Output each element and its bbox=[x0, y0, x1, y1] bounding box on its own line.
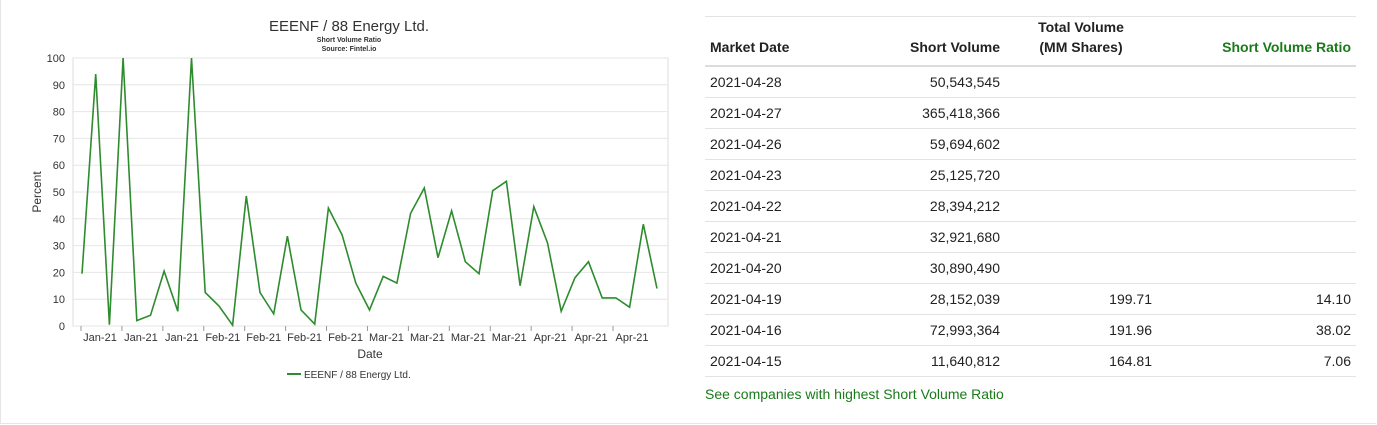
table-row: 2021-04-26 59,694,602 bbox=[705, 128, 1356, 160]
x-tick-label: Jan-21 bbox=[165, 332, 199, 344]
table-row: 2021-04-27 365,418,366 bbox=[705, 97, 1356, 129]
cell-total-volume: 164.81 bbox=[1005, 345, 1157, 377]
x-tick-label: Feb-21 bbox=[287, 332, 322, 344]
cell-short-volume-ratio: 38.02 bbox=[1157, 314, 1356, 346]
x-tick-label: Mar-21 bbox=[410, 332, 445, 344]
cell-short-volume: 365,418,366 bbox=[845, 97, 1005, 129]
cell-total-volume bbox=[1005, 252, 1157, 284]
table-row: 2021-04-15 11,640,812 164.81 7.06 bbox=[705, 345, 1356, 377]
y-tick-label: 60 bbox=[53, 160, 65, 172]
series-line bbox=[81, 57, 658, 328]
y-tick-label: 50 bbox=[53, 187, 65, 199]
y-tick-label: 10 bbox=[53, 294, 65, 306]
cell-market-date: 2021-04-23 bbox=[705, 159, 845, 191]
header-short-volume: Short Volume bbox=[845, 16, 1005, 67]
header-market-date: Market Date bbox=[705, 16, 845, 67]
x-tick-label: Mar-21 bbox=[492, 332, 527, 344]
x-tick-label: Feb-21 bbox=[205, 332, 240, 344]
x-tick-label: Mar-21 bbox=[369, 332, 404, 344]
table-header-row: Market Date Short Volume Total Volume (M… bbox=[705, 16, 1356, 67]
header-total-volume-line2: (MM Shares) bbox=[1039, 39, 1123, 55]
cell-market-date: 2021-04-15 bbox=[705, 345, 845, 377]
cell-short-volume-ratio bbox=[1157, 190, 1356, 222]
table-row: 2021-04-23 25,125,720 bbox=[705, 159, 1356, 191]
cell-short-volume-ratio bbox=[1157, 128, 1356, 160]
cell-short-volume: 30,890,490 bbox=[845, 252, 1005, 284]
cell-total-volume bbox=[1005, 97, 1157, 129]
table-body: 2021-04-28 50,543,545 2021-04-27 365,418,36… bbox=[705, 66, 1356, 377]
x-tick-label: Apr-21 bbox=[534, 332, 567, 344]
table-row: 2021-04-22 28,394,212 bbox=[705, 190, 1356, 222]
cell-market-date: 2021-04-22 bbox=[705, 190, 845, 222]
cell-total-volume bbox=[1005, 159, 1157, 191]
short-volume-table-container: Market Date Short Volume Total Volume (M… bbox=[705, 16, 1356, 377]
header-total-volume-line1: Total Volume bbox=[1038, 19, 1124, 35]
y-tick-label: 80 bbox=[53, 107, 65, 119]
x-tick-label: Jan-21 bbox=[83, 332, 117, 344]
cell-short-volume: 28,152,039 bbox=[845, 283, 1005, 315]
cell-short-volume-ratio bbox=[1157, 159, 1356, 191]
x-axis-label: Date bbox=[357, 347, 383, 361]
chart-subtitle: Short Volume Ratio bbox=[317, 37, 381, 44]
x-tick-label: Apr-21 bbox=[615, 332, 648, 344]
x-tick-label: Mar-21 bbox=[451, 332, 486, 344]
cell-market-date: 2021-04-19 bbox=[705, 283, 845, 315]
cell-market-date: 2021-04-21 bbox=[705, 221, 845, 253]
table-row: 2021-04-19 28,152,039 199.71 14.10 bbox=[705, 283, 1356, 315]
short-volume-table: Market Date Short Volume Total Volume (M… bbox=[705, 16, 1356, 377]
cell-market-date: 2021-04-20 bbox=[705, 252, 845, 284]
cell-short-volume-ratio bbox=[1157, 221, 1356, 253]
y-tick-label: 90 bbox=[53, 80, 65, 92]
cell-short-volume-ratio: 7.06 bbox=[1157, 345, 1356, 377]
table-row: 2021-04-16 72,993,364 191.96 38.02 bbox=[705, 314, 1356, 346]
x-tick-label: Feb-21 bbox=[328, 332, 363, 344]
cell-short-volume-ratio bbox=[1157, 252, 1356, 284]
x-tick-label: Feb-21 bbox=[246, 332, 281, 344]
cell-short-volume-ratio bbox=[1157, 66, 1356, 98]
y-tick-label: 0 bbox=[59, 321, 65, 333]
cell-market-date: 2021-04-26 bbox=[705, 128, 845, 160]
cell-short-volume-ratio bbox=[1157, 97, 1356, 129]
chart-svg: 0 10 20 30 40 50 60 70 80 90 100 Jan-21 Jan-21 Jan-21… bbox=[30, 18, 669, 381]
table-row: 2021-04-28 50,543,545 bbox=[705, 66, 1356, 98]
cell-total-volume bbox=[1005, 128, 1157, 160]
cell-market-date: 2021-04-27 bbox=[705, 97, 845, 129]
cell-short-volume-ratio: 14.10 bbox=[1157, 283, 1356, 315]
cell-market-date: 2021-04-16 bbox=[705, 314, 845, 346]
cell-market-date: 2021-04-28 bbox=[705, 66, 845, 98]
cell-short-volume: 11,640,812 bbox=[845, 345, 1005, 377]
header-total-volume: Total Volume (MM Shares) bbox=[1005, 16, 1157, 67]
y-tick-label: 40 bbox=[53, 214, 65, 226]
x-tick-label: Jan-21 bbox=[124, 332, 158, 344]
cell-total-volume: 199.71 bbox=[1005, 283, 1157, 315]
y-tick-label: 100 bbox=[47, 53, 65, 65]
legend-label: EEENF / 88 Energy Ltd. bbox=[304, 370, 411, 381]
cell-short-volume: 50,543,545 bbox=[845, 66, 1005, 98]
chart-source: Source: Fintel.io bbox=[322, 46, 377, 53]
cell-total-volume bbox=[1005, 190, 1157, 222]
y-axis-label: Percent bbox=[30, 171, 44, 213]
cell-short-volume: 59,694,602 bbox=[845, 128, 1005, 160]
cell-total-volume bbox=[1005, 66, 1157, 98]
chart-title: EEENF / 88 Energy Ltd. bbox=[269, 18, 429, 35]
cell-short-volume: 32,921,680 bbox=[845, 221, 1005, 253]
highest-short-volume-ratio-link[interactable]: See companies with highest Short Volume … bbox=[705, 386, 1004, 402]
x-tick-label: Apr-21 bbox=[575, 332, 608, 344]
y-tick-label: 20 bbox=[53, 267, 65, 279]
table-row: 2021-04-21 32,921,680 bbox=[705, 221, 1356, 253]
short-volume-ratio-chart: 0 10 20 30 40 50 60 70 80 90 100 Jan-21 Jan-21 Jan-21… bbox=[0, 0, 690, 400]
cell-short-volume: 72,993,364 bbox=[845, 314, 1005, 346]
cell-short-volume: 25,125,720 bbox=[845, 159, 1005, 191]
table-row: 2021-04-20 30,890,490 bbox=[705, 252, 1356, 284]
cell-short-volume: 28,394,212 bbox=[845, 190, 1005, 222]
y-tick-label: 30 bbox=[53, 241, 65, 253]
cell-total-volume bbox=[1005, 221, 1157, 253]
cell-total-volume: 191.96 bbox=[1005, 314, 1157, 346]
header-short-volume-ratio: Short Volume Ratio bbox=[1157, 16, 1356, 67]
y-tick-label: 70 bbox=[53, 133, 65, 145]
